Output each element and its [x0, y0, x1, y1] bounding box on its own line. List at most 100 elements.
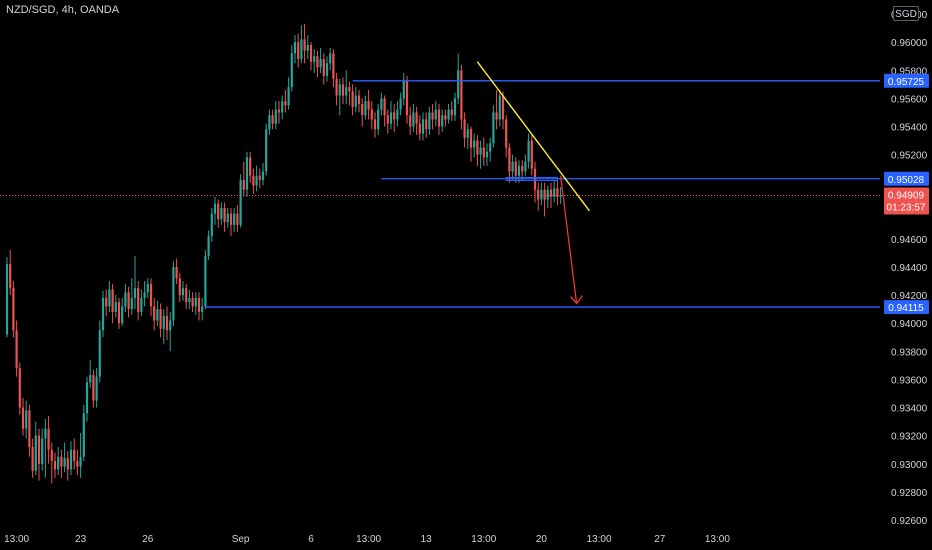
candle: [277, 101, 281, 124]
candle-body: [521, 165, 524, 172]
candle: [553, 179, 556, 203]
candle-body: [41, 438, 44, 464]
candle-body: [207, 236, 210, 256]
candle: [149, 278, 153, 317]
candle-body: [66, 458, 69, 470]
candle: [12, 281, 15, 338]
candle-body: [121, 306, 124, 324]
currency-button[interactable]: SGD: [893, 6, 919, 21]
candle-body: [101, 297, 105, 331]
time-tick-label: 13:00: [586, 534, 611, 545]
candle-body: [229, 213, 233, 225]
candle: [249, 151, 252, 183]
candle: [341, 77, 345, 104]
candle: [101, 290, 105, 338]
candle: [261, 163, 265, 186]
candle-body: [357, 95, 361, 104]
trendline: [476, 61, 590, 212]
candle: [265, 123, 268, 176]
candle: [172, 261, 175, 327]
candle: [156, 300, 159, 327]
candle-body: [498, 95, 501, 120]
price-tick-label: 0.93400: [891, 404, 928, 415]
candle: [501, 91, 505, 130]
candle-body: [12, 288, 15, 331]
candle-body: [556, 188, 559, 197]
candle: [473, 133, 476, 158]
candle: [165, 306, 169, 341]
level-badge: 0.95028: [884, 171, 929, 186]
candle: [421, 112, 425, 141]
candle: [274, 101, 277, 130]
candle: [293, 35, 297, 64]
candle: [60, 449, 63, 478]
candle-body: [447, 109, 450, 120]
current-price-label: 0.94909: [888, 190, 925, 201]
candle: [223, 202, 226, 232]
candle: [111, 283, 114, 324]
candle-body: [194, 297, 197, 307]
candle: [466, 123, 469, 149]
candle-body: [31, 446, 34, 471]
candle: [476, 134, 479, 166]
time-tick-label: 27: [654, 534, 666, 545]
candle: [354, 87, 357, 113]
candle-body: [370, 109, 373, 120]
candle-body: [437, 109, 441, 127]
candle: [444, 109, 447, 127]
candle-body: [223, 207, 226, 223]
candle-body: [191, 297, 194, 307]
time-tick-label: 13: [421, 534, 433, 545]
candle: [153, 297, 156, 331]
price-axis[interactable]: 0.962000.960000.958000.956000.954000.952…: [891, 10, 928, 527]
candle: [373, 112, 377, 138]
candle-body: [220, 207, 223, 220]
candle-body: [421, 119, 425, 134]
candle-body: [559, 195, 562, 197]
candle-body: [178, 278, 181, 296]
candle: [133, 255, 137, 310]
price-tick-label: 0.94000: [891, 319, 928, 330]
candle-body: [405, 81, 409, 116]
candle-body: [82, 413, 85, 457]
candle-body: [377, 109, 380, 130]
candle: [121, 297, 124, 327]
candle: [210, 207, 213, 242]
candle-body: [281, 101, 284, 113]
candle: [57, 446, 60, 476]
candle-body: [117, 302, 121, 324]
time-axis[interactable]: 13:00 23 26 Sep 6 13:00 13 13:00 20 13:00 27 13:00: [4, 534, 730, 545]
candle-body: [469, 129, 473, 148]
candle-body: [511, 161, 514, 172]
candle-body: [431, 112, 434, 120]
candle-body: [92, 375, 95, 401]
candle-body: [313, 56, 316, 62]
candle-body: [9, 264, 12, 289]
price-tick-label: 0.92600: [891, 516, 928, 527]
candle: [351, 84, 354, 116]
candle-body: [204, 255, 207, 307]
candle: [383, 95, 386, 127]
candle-body: [345, 87, 348, 96]
candle: [124, 283, 127, 312]
candle-body: [485, 151, 489, 158]
candle-body: [290, 53, 293, 88]
candle: [9, 250, 12, 296]
candle: [402, 73, 405, 106]
candle: [338, 78, 341, 116]
candle-body: [450, 109, 453, 116]
candle: [313, 49, 316, 74]
candle-body: [361, 103, 364, 116]
candle-body: [524, 161, 527, 172]
price-tick-label: 0.94200: [891, 291, 928, 302]
candle: [370, 101, 373, 130]
candle-body: [517, 165, 521, 176]
candle: [191, 292, 194, 312]
candle: [284, 89, 287, 113]
candle-body: [146, 283, 149, 293]
candle-body: [18, 368, 21, 408]
candle: [53, 452, 57, 478]
